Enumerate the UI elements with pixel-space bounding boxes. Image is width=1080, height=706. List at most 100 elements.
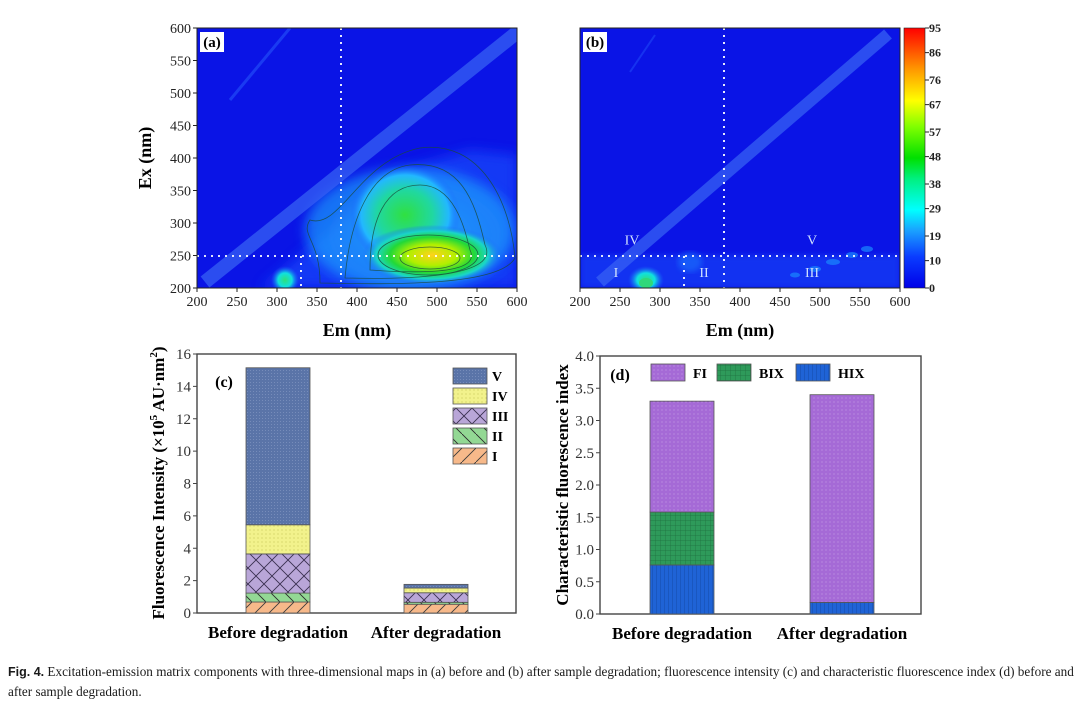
- colorbar-tick-label: 95: [929, 21, 941, 35]
- region-label: V: [807, 233, 817, 248]
- colorbar-tick-label: 57: [929, 125, 941, 139]
- caption-label: Fig. 4.: [8, 665, 45, 679]
- panel-a-label: (a): [203, 35, 221, 51]
- panel-d-bar-chart: Before degradation After degradation 0.0 0.…: [553, 349, 922, 643]
- legend-label: III: [492, 410, 508, 425]
- colorbar-tick-label: 10: [929, 254, 941, 268]
- x-tick-label: 400: [347, 295, 368, 310]
- y-tick-label: 16: [176, 347, 192, 363]
- x-category-label: After degradation: [371, 623, 502, 642]
- legend-swatch: [716, 363, 752, 382]
- bar-segment-i: [403, 603, 469, 614]
- legend-item-ii: II: [452, 427, 503, 445]
- y-tick-label: 450: [170, 120, 191, 135]
- y-tick-label: 3.5: [575, 381, 594, 397]
- legend-swatch: [795, 363, 831, 382]
- y-tick-label: 550: [170, 55, 191, 70]
- y-tick-label: 300: [170, 217, 191, 232]
- y-axis-label: Ex (nm): [135, 127, 156, 190]
- heatmap-a-peak-minor: [271, 266, 299, 288]
- y-tick-label: 400: [170, 152, 191, 167]
- bar-segment-fi: [809, 394, 875, 603]
- y-tick-label: 3.0: [575, 414, 594, 430]
- y-tick-label: 250: [170, 250, 191, 265]
- legend-swatch: [650, 363, 686, 382]
- legend-label: IV: [492, 390, 508, 405]
- heatmap-a-contours: [306, 146, 516, 285]
- x-category-label: After degradation: [777, 624, 908, 643]
- legend-swatch: [452, 407, 488, 425]
- legend-item-iii: III: [452, 407, 508, 425]
- x-category-label: Before degradation: [208, 623, 348, 642]
- caption-text: Excitation-emission matrix components wi…: [8, 664, 1074, 699]
- heatmap-b-scatter-band: [596, 29, 892, 287]
- x-tick-label: 200: [570, 295, 591, 310]
- colorbar-tick-label: 48: [929, 150, 941, 164]
- colorbar: [903, 27, 926, 289]
- x-tick-label: 450: [387, 295, 408, 310]
- bar-segment-iv: [403, 587, 469, 594]
- y-tick-label: 2.0: [575, 478, 594, 494]
- x-tick-label: 600: [890, 295, 911, 310]
- y-tick-label: 600: [170, 22, 191, 37]
- legend-item-fi: FI: [650, 363, 707, 382]
- y-tick-label: 6: [184, 509, 192, 525]
- y-tick-label: 200: [170, 282, 191, 297]
- x-category-label: Before degradation: [612, 624, 752, 643]
- x-tick-label: 550: [467, 295, 488, 310]
- colorbar-tick-label: 76: [929, 73, 941, 87]
- x-tick-label: 600: [507, 295, 528, 310]
- y-axis-label: Characteristic fluorescence index: [553, 364, 572, 606]
- heatmap-b-spots: [790, 246, 873, 278]
- x-tick-label: 400: [730, 295, 751, 310]
- legend-label: II: [492, 430, 503, 445]
- colorbar-tick-label: 67: [929, 98, 941, 112]
- colorbar-tick-label: 38: [929, 177, 941, 191]
- y-tick-label: 14: [176, 379, 192, 395]
- heatmap-a-scatter-band: [200, 28, 517, 288]
- figure: (a) 200 250 300 350 400 450 500 550 600 Em (nm) 20…: [135, 21, 942, 643]
- y-tick-label: 350: [170, 185, 191, 200]
- legend-swatch: [452, 427, 488, 445]
- region-label: II: [699, 266, 709, 281]
- bar-segment-iii: [245, 553, 311, 594]
- bar-segment-fi: [649, 400, 715, 513]
- x-tick-label: 350: [690, 295, 711, 310]
- bar-segment-v: [403, 583, 469, 589]
- y-tick-label: 4.0: [575, 349, 594, 365]
- bar-segment-hix: [809, 601, 875, 615]
- x-axis-label: Em (nm): [706, 320, 775, 341]
- panel-c-bar-chart: Before degradation After degradation 0 2 4 6 8…: [148, 346, 517, 642]
- x-tick-label: 300: [267, 295, 288, 310]
- y-tick-label: 500: [170, 87, 191, 102]
- y-tick-label: 8: [184, 477, 192, 493]
- legend-swatch: [452, 367, 488, 385]
- heatmap-b-second-order-band: [629, 34, 656, 73]
- legend-item-iv: IV: [452, 387, 508, 405]
- bar-segment-ii: [245, 592, 311, 603]
- panel-b-label: (b): [586, 35, 604, 51]
- y-tick-label: 2.5: [575, 446, 594, 462]
- x-tick-label: 300: [650, 295, 671, 310]
- legend-item-hix: HIX: [795, 363, 864, 382]
- legend-label: V: [492, 370, 502, 385]
- x-tick-label: 250: [610, 295, 631, 310]
- colorbar-tick-label: 19: [929, 229, 941, 243]
- legend-swatch: [452, 447, 488, 465]
- colorbar-tick-label: 0: [929, 281, 935, 295]
- panel-a-label-box: [200, 32, 224, 52]
- colorbar-tick-label: 86: [929, 46, 941, 60]
- legend-label: FI: [693, 367, 707, 382]
- panel-d-label: (d): [610, 367, 630, 384]
- bar-segment-hix: [649, 564, 715, 615]
- y-tick-label: 1.5: [575, 510, 594, 526]
- legend-label: HIX: [838, 367, 864, 382]
- y-tick-label: 0.5: [575, 575, 594, 591]
- colorbar-tick-label: 29: [929, 202, 941, 216]
- legend-item-v: V: [452, 367, 502, 385]
- x-tick-label: 250: [227, 295, 248, 310]
- legend-swatch: [452, 387, 488, 405]
- x-tick-label: 200: [187, 295, 208, 310]
- x-tick-label: 350: [307, 295, 328, 310]
